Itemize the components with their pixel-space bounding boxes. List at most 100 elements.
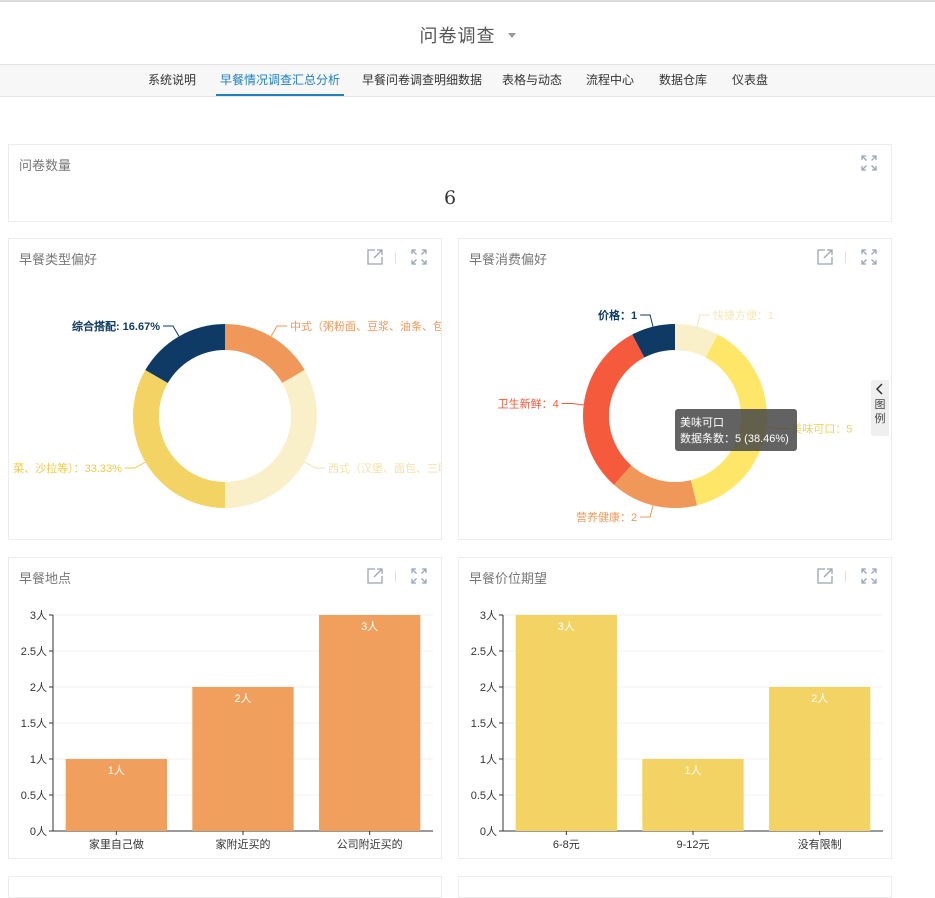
legend-toggle-label-bottom: 例 (874, 413, 886, 425)
chart-panel-consumption-preference: 早餐消费偏好 快捷方便：1 美味可口：5 营养健康：2 卫生新鲜：4 价格：1 美味可口数… (458, 238, 892, 540)
bar-value-label: 3人 (361, 620, 378, 633)
y-tick-label: 2.5人 (471, 645, 497, 658)
fullscreen-icon[interactable] (861, 155, 877, 171)
fullscreen-icon[interactable] (861, 568, 877, 584)
y-tick-label: 0.5人 (21, 789, 47, 802)
pie-slice[interactable] (225, 324, 305, 384)
chart-panel-partial (8, 876, 442, 898)
pie-data-label: 综合搭配: 16.67% (72, 319, 160, 333)
kpi-panel: 问卷数量 6 (8, 144, 892, 222)
y-tick-label: 1人 (30, 753, 47, 766)
pie-label-line (304, 461, 326, 469)
panel-title: 早餐消费偏好 (469, 252, 548, 267)
bar[interactable] (769, 687, 871, 831)
bar-value-label: 2人 (811, 692, 828, 705)
panel-title: 早餐类型偏好 (19, 252, 98, 267)
tab-dashboard[interactable]: 仪表盘 (732, 73, 769, 87)
pie-data-label: 卫生新鲜：4 (498, 396, 559, 410)
y-tick-label: 2人 (30, 681, 47, 694)
legend-toggle[interactable]: 图 例 (871, 380, 889, 436)
bar-value-label: 1人 (108, 764, 125, 777)
x-tick-label: 6-8元 (553, 839, 580, 851)
x-tick-label: 家里自己做 (89, 837, 144, 851)
x-tick-label: 家附近买的 (216, 837, 271, 851)
pie-slice[interactable] (675, 324, 718, 358)
pie-slice[interactable] (632, 324, 675, 358)
export-icon[interactable] (367, 249, 383, 265)
y-tick-label: 3人 (30, 609, 47, 622)
bar-value-label: 1人 (684, 764, 701, 777)
icon-divider (395, 571, 396, 582)
pie-label-line (640, 505, 654, 518)
pie-label-line (270, 325, 288, 337)
app-title-switcher[interactable]: 问卷调查 (0, 22, 935, 48)
tab-breakfast-summary[interactable]: 早餐情况调查汇总分析 (215, 65, 345, 96)
tooltip-title: 美味可口 (680, 416, 724, 429)
pie-slice[interactable] (225, 370, 317, 508)
tab-data-warehouse[interactable]: 数据仓库 (659, 73, 708, 87)
tooltip-body: 数据条数：5 (38.46%) (680, 431, 789, 445)
bar[interactable] (515, 615, 617, 831)
fullscreen-icon[interactable] (411, 249, 427, 265)
pie-label-line (124, 461, 146, 469)
pie-label-line (162, 325, 180, 337)
y-tick-label: 2.5人 (21, 645, 47, 658)
pie-label-line (696, 314, 710, 327)
pie-data-label: 营养健康：2 (576, 510, 637, 524)
nav-tabs: 系统说明 早餐情况调查汇总分析 早餐问卷调查明细数据 表格与动态 流程中心 数据… (0, 65, 935, 97)
chevron-left-icon (875, 383, 883, 395)
pie-slice[interactable] (613, 465, 698, 509)
y-tick-label: 2人 (480, 681, 497, 694)
fullscreen-icon[interactable] (861, 249, 877, 265)
chart-panel-breakfast-type: 早餐类型偏好 中式（粥粉面、豆浆、油条、包 西式（汉堡、面包、三明 菜、沙拉等）：3… (8, 238, 442, 540)
chart-panel-breakfast-location: 早餐地点 0人 0.5人 1人 1.5人 2人 2.5人 3人 1人 家里自己做 2人 家附近买的 3… (8, 557, 442, 859)
panel-title: 早餐价位期望 (469, 571, 548, 586)
fullscreen-icon[interactable] (411, 568, 427, 584)
pie-data-label: 快捷方便：1 (713, 308, 774, 322)
panel-title: 早餐地点 (19, 571, 72, 586)
y-tick-label: 1.5人 (21, 717, 47, 730)
pie-label-line (640, 314, 654, 327)
icon-divider (845, 252, 846, 263)
kpi-value: 6 (443, 187, 457, 209)
bar[interactable] (642, 759, 744, 831)
pie-slice[interactable] (583, 334, 645, 485)
bar[interactable] (65, 759, 167, 831)
export-icon[interactable] (367, 568, 383, 584)
title-bar: 问卷调查 (0, 2, 935, 65)
bar[interactable] (319, 615, 421, 831)
bar[interactable] (192, 687, 294, 831)
pie-data-label: 美味可口：5 (791, 423, 852, 436)
top-border (0, 0, 935, 2)
pie-chart-breakfast-type: 中式（粥粉面、豆浆、油条、包西式（汉堡、面包、三明 菜、沙拉等）：33.33% 综合… (13, 319, 441, 508)
app-title: 问卷调查 (419, 26, 496, 46)
tab-breakfast-details[interactable]: 早餐问卷调查明细数据 (362, 73, 483, 87)
icon-divider (845, 571, 846, 582)
caret-down-icon[interactable] (507, 33, 516, 39)
y-tick-label: 1人 (480, 753, 497, 766)
bar-value-label: 3人 (558, 620, 575, 633)
export-icon[interactable] (817, 568, 833, 584)
pie-data-label: 价格：1 (598, 308, 637, 322)
chart-panel-partial (458, 876, 892, 898)
x-tick-label: 没有限制 (798, 837, 842, 851)
legend-toggle-label-top: 图 (874, 399, 886, 411)
pie-data-label: 西式（汉堡、面包、三明 (328, 461, 441, 475)
pie-slice[interactable] (690, 334, 767, 506)
pie-label-line (561, 402, 584, 406)
y-tick-label: 1.5人 (471, 717, 497, 730)
tab-tables-dynamics[interactable]: 表格与动态 (502, 73, 563, 87)
y-tick-label: 3人 (480, 609, 497, 622)
y-tick-label: 0人 (480, 825, 497, 838)
x-tick-label: 公司附近买的 (337, 837, 403, 851)
tab-process-center[interactable]: 流程中心 (586, 73, 635, 87)
pie-data-label: 中式（粥粉面、豆浆、油条、包 (290, 319, 441, 333)
export-icon[interactable] (817, 249, 833, 265)
tab-system-description[interactable]: 系统说明 (148, 73, 197, 87)
pie-slice[interactable] (145, 324, 225, 384)
pie-slice[interactable] (133, 370, 225, 508)
